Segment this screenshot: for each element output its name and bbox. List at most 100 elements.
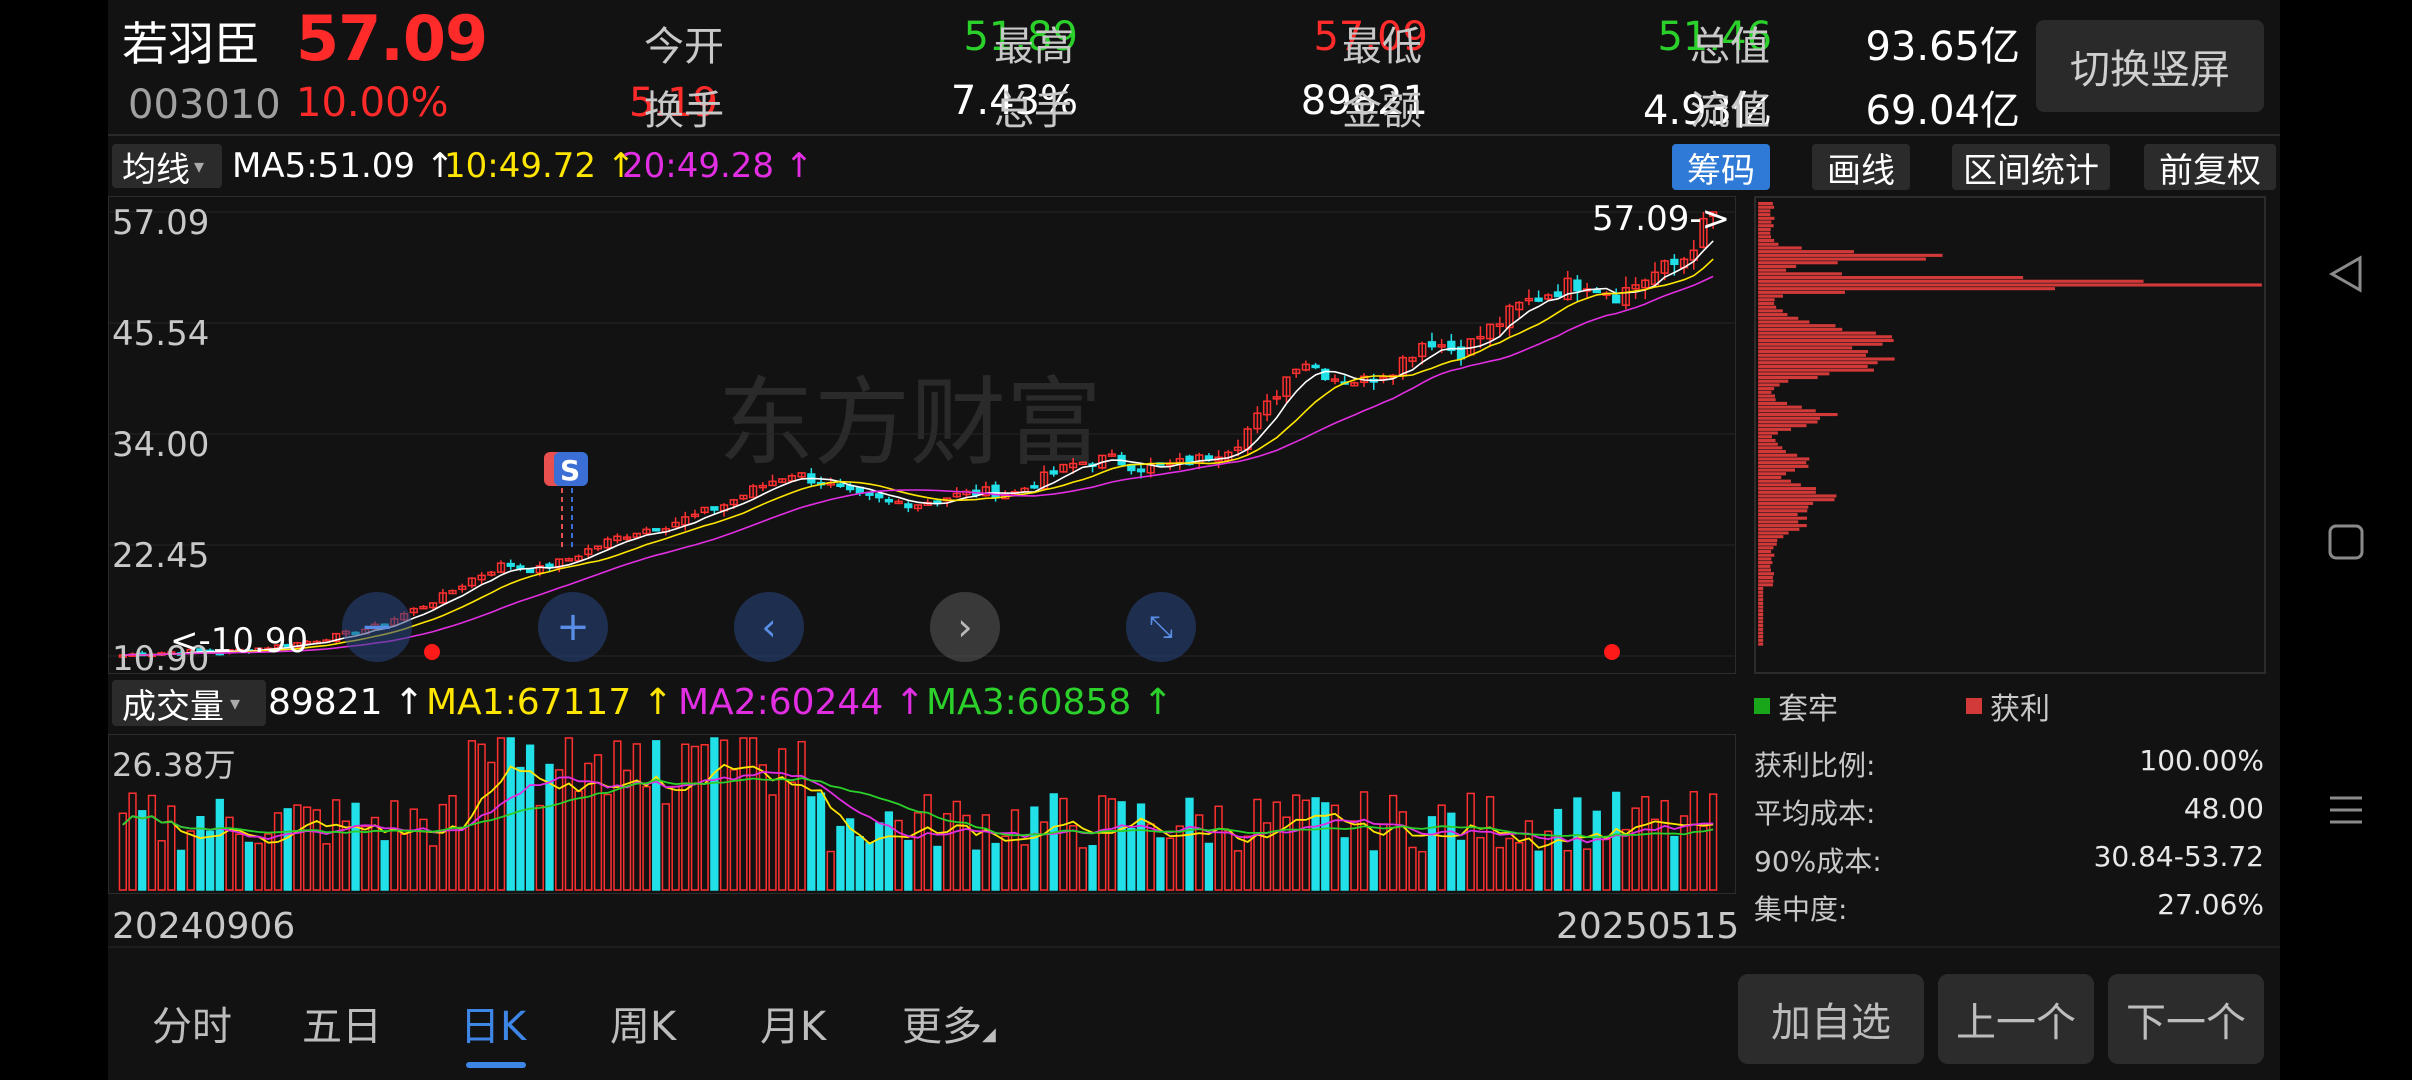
volume-bar (1602, 838, 1611, 891)
back-nav-button[interactable] (2280, 234, 2412, 314)
collapse-button[interactable]: ⤡ (1126, 592, 1196, 662)
ma-dropdown-label: 均线 (122, 149, 190, 190)
quote-label-open: 今开 (644, 24, 724, 70)
volume-bar (603, 793, 612, 891)
chevron-left-icon: ‹ (761, 605, 777, 649)
volume-bar (380, 840, 389, 891)
volume-bar (196, 815, 205, 891)
volume-bar (351, 802, 360, 891)
candle-body (429, 602, 438, 609)
candlestick-chart[interactable]: 东方财富 57.09 45.54 34.00 22.45 10.90 57.09-> <… (108, 196, 1736, 674)
candle-body (555, 558, 564, 569)
volume-bar (729, 769, 738, 891)
next-stock-button[interactable]: 下一个 (2108, 974, 2264, 1064)
candle-body (332, 632, 341, 643)
candle-body (1330, 378, 1340, 382)
volume-bar (836, 825, 845, 891)
candle-body (1670, 258, 1679, 266)
volume-bar (332, 799, 341, 891)
tab-five-day[interactable]: 五日 (302, 1004, 382, 1050)
chip-bar (1758, 387, 1775, 391)
volume-dropdown[interactable]: 成交量 ▾ (112, 680, 266, 727)
chip-bar (1758, 390, 1772, 394)
chip-bar (1758, 257, 1926, 261)
quote-value-total-volume: 89821 (1300, 78, 1428, 124)
chip-bar (1758, 342, 1883, 346)
ma-dropdown[interactable]: 均线 ▾ (112, 144, 222, 190)
volume-bar (1534, 850, 1543, 891)
tab-weekly-k[interactable]: 周K (610, 1004, 677, 1050)
volume-bar (361, 825, 370, 891)
signal-badge[interactable]: S (544, 452, 588, 548)
arrow-up-icon: ↑ (606, 146, 636, 186)
volume-bar (904, 839, 913, 891)
volume-bar (244, 841, 254, 891)
chip-bar (1758, 327, 1843, 331)
zoom-in-button[interactable]: + (538, 592, 608, 662)
volume-bar (758, 764, 767, 891)
volume-bar (1679, 815, 1689, 891)
chip-bar (1758, 461, 1807, 465)
candle-body (1107, 453, 1117, 457)
chip-bar (1758, 605, 1764, 609)
candle-body (593, 545, 603, 550)
chip-distribution-button[interactable]: 筹码 (1672, 144, 1770, 191)
candle-body (1185, 455, 1194, 466)
volume-chart[interactable]: 26.38万 (108, 734, 1736, 894)
range-stats-button[interactable]: 区间统计 (1952, 144, 2110, 191)
chip-bar (1758, 412, 1838, 417)
change-percent: 10.00% (296, 80, 449, 126)
tab-more[interactable]: 更多◢ (902, 1004, 996, 1050)
chip-bar (1758, 220, 1772, 224)
quote-value-open: 51.89 (963, 14, 1078, 60)
chip-bar (1758, 216, 1775, 220)
quote-value-float-value: 69.04亿 (1865, 88, 2020, 134)
chip-bar (1758, 490, 1816, 494)
chip-bar (1758, 424, 1807, 428)
tab-monthly-k[interactable]: 月K (760, 1004, 827, 1050)
tab-intraday[interactable]: 分时 (152, 1004, 232, 1050)
volume-bar (952, 800, 961, 891)
volume-bar (516, 766, 525, 891)
switch-portrait-button[interactable]: 切换竖屏 (2036, 20, 2264, 112)
chip-bar (1758, 398, 1776, 402)
forward-adjust-button[interactable]: 前复权 (2144, 144, 2276, 191)
previous-stock-button[interactable]: 上一个 (1938, 974, 2094, 1064)
chip-bar (1758, 338, 1894, 343)
stat-label-profit-ratio: 获利比例: (1754, 749, 1876, 782)
high-price-marker: 57.09-> (1592, 199, 1730, 239)
chip-bar (1758, 261, 1838, 265)
volume-bar (1369, 850, 1378, 891)
home-nav-button[interactable] (2280, 502, 2412, 582)
chip-bar (1758, 516, 1808, 520)
candle-body (283, 644, 292, 648)
volume-bar (1088, 845, 1097, 891)
menu-nav-button[interactable] (2280, 770, 2412, 850)
quote-label-amount: 金额 (1342, 88, 1422, 134)
volume-bar (923, 794, 932, 891)
signal-dot (1604, 644, 1620, 660)
draw-line-button[interactable]: 画线 (1812, 144, 1910, 191)
zoom-out-button[interactable]: − (342, 592, 412, 662)
volume-bar (254, 842, 263, 891)
volume-bar (865, 842, 874, 891)
tab-daily-k[interactable]: 日K (460, 1004, 527, 1050)
add-watchlist-button[interactable]: 加自选 (1738, 974, 1924, 1064)
pan-left-button[interactable]: ‹ (734, 592, 804, 662)
volume-bar (962, 814, 971, 891)
volume-bar (855, 836, 864, 891)
candle-body (778, 478, 787, 483)
volume-bar (574, 790, 583, 891)
volume-bar (399, 833, 409, 891)
arrow-up-icon: ↑ (784, 146, 814, 186)
chevron-right-icon: › (957, 605, 973, 649)
pan-right-button[interactable]: › (930, 592, 1000, 662)
chip-bar (1758, 335, 1892, 339)
volume-bar (147, 794, 157, 891)
candle-body (729, 499, 738, 506)
volume-bar (186, 830, 195, 891)
volume-bar (1243, 835, 1252, 891)
signal-dot (424, 644, 440, 660)
volume-bar (429, 845, 438, 891)
chip-bar (1758, 446, 1783, 450)
